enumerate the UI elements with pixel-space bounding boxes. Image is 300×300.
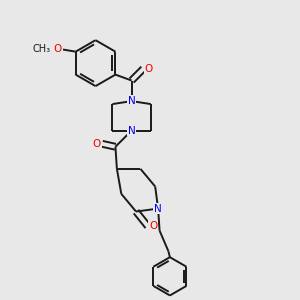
Text: O: O — [145, 64, 153, 74]
Text: O: O — [54, 44, 62, 54]
Text: N: N — [128, 126, 136, 136]
Text: O: O — [93, 139, 101, 149]
Text: N: N — [154, 204, 162, 214]
Text: N: N — [128, 96, 136, 106]
Text: CH₃: CH₃ — [33, 44, 51, 54]
Text: O: O — [149, 221, 157, 231]
